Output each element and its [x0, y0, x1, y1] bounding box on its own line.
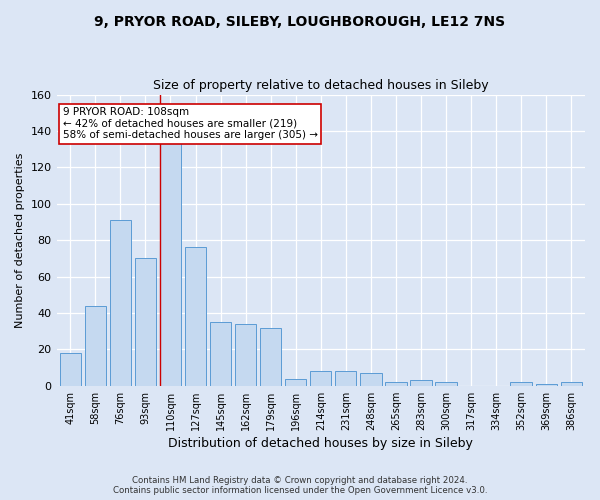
Bar — [59, 353, 81, 386]
Bar — [335, 372, 356, 386]
Bar — [185, 248, 206, 386]
Bar — [135, 258, 156, 386]
Text: Contains HM Land Registry data © Crown copyright and database right 2024.
Contai: Contains HM Land Registry data © Crown c… — [113, 476, 487, 495]
Title: Size of property relative to detached houses in Sileby: Size of property relative to detached ho… — [153, 79, 488, 92]
Text: 9 PRYOR ROAD: 108sqm
← 42% of detached houses are smaller (219)
58% of semi-deta: 9 PRYOR ROAD: 108sqm ← 42% of detached h… — [63, 108, 318, 140]
Bar — [235, 324, 256, 386]
Bar — [536, 384, 557, 386]
Bar — [560, 382, 582, 386]
Bar — [410, 380, 431, 386]
Bar — [260, 328, 281, 386]
Bar — [310, 372, 331, 386]
Bar — [385, 382, 407, 386]
X-axis label: Distribution of detached houses by size in Sileby: Distribution of detached houses by size … — [169, 437, 473, 450]
Text: 9, PRYOR ROAD, SILEBY, LOUGHBOROUGH, LE12 7NS: 9, PRYOR ROAD, SILEBY, LOUGHBOROUGH, LE1… — [94, 15, 506, 29]
Bar — [210, 322, 231, 386]
Bar — [511, 382, 532, 386]
Bar — [360, 373, 382, 386]
Bar — [110, 220, 131, 386]
Bar — [85, 306, 106, 386]
Bar — [285, 378, 307, 386]
Y-axis label: Number of detached properties: Number of detached properties — [15, 152, 25, 328]
Bar — [160, 142, 181, 386]
Bar — [436, 382, 457, 386]
